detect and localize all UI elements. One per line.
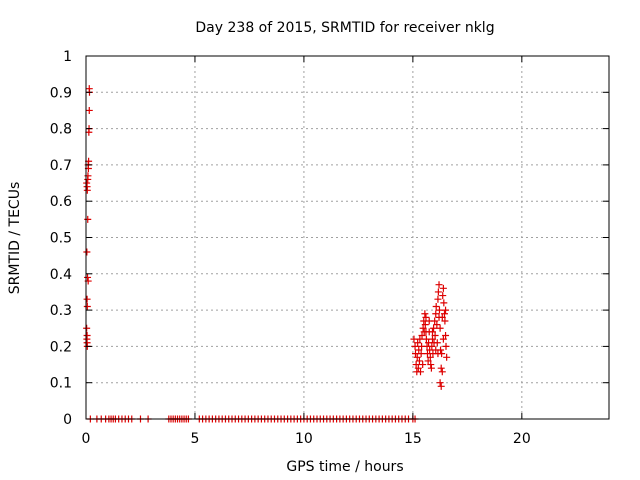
data-point [83, 324, 91, 332]
y-tick-label: 0.4 [50, 267, 72, 283]
chart-title: Day 238 of 2015, SRMTID for receiver nkl… [195, 20, 494, 36]
y-tick-label: 0.8 [50, 122, 72, 138]
y-tick-label: 0.5 [50, 231, 72, 247]
data-point [411, 342, 419, 350]
data-point [421, 310, 429, 318]
data-point [439, 335, 447, 343]
y-tick-label: 0.1 [50, 376, 72, 392]
y-tick-label: 0.6 [50, 194, 72, 210]
data-point [418, 332, 426, 340]
data-point [434, 350, 442, 358]
data-point [442, 332, 450, 340]
y-tick-label: 0.2 [50, 339, 72, 355]
data-point [433, 339, 441, 347]
y-axis-label: SRMTID / TECUs [7, 182, 23, 295]
data-point [415, 357, 423, 365]
data-point [433, 321, 441, 329]
data-point [428, 342, 436, 350]
data-point [443, 353, 451, 361]
data-point [438, 368, 446, 376]
data-point [85, 106, 93, 114]
data-point [442, 342, 450, 350]
data-point [426, 353, 434, 361]
data-point [426, 346, 434, 354]
data-point [428, 335, 436, 343]
data-point [417, 368, 425, 376]
y-tick-label: 1 [63, 49, 72, 65]
data-point [416, 335, 424, 343]
x-tick-label: 15 [404, 431, 422, 447]
data-point [424, 357, 432, 365]
data-point [414, 364, 422, 372]
data-point [427, 364, 435, 372]
data-point [437, 382, 445, 390]
data-point [413, 353, 421, 361]
data-point [435, 306, 443, 314]
x-tick-label: 0 [82, 431, 91, 447]
data-point [83, 332, 91, 340]
data-point [432, 302, 440, 310]
data-point [435, 313, 443, 321]
data-point [422, 335, 430, 343]
data-point [435, 281, 443, 289]
data-point [417, 350, 425, 358]
data-point [83, 295, 91, 303]
x-tick-label: 10 [295, 431, 313, 447]
data-point [431, 332, 439, 340]
data-points [83, 85, 451, 423]
data-point [421, 321, 429, 329]
data-point [430, 324, 438, 332]
data-point [440, 299, 448, 307]
data-point [436, 379, 444, 387]
data-point [442, 306, 450, 314]
data-point [83, 302, 91, 310]
data-point [425, 317, 433, 325]
data-point [441, 317, 449, 325]
y-tick-label: 0.3 [50, 303, 72, 319]
data-point [436, 324, 444, 332]
x-tick-label: 5 [190, 431, 199, 447]
x-tick-label: 20 [513, 431, 531, 447]
y-tick-label: 0.7 [50, 158, 72, 174]
data-point [439, 292, 447, 300]
data-point [85, 85, 93, 93]
data-point [432, 346, 440, 354]
data-point [422, 313, 430, 321]
data-point [434, 288, 442, 296]
data-point [410, 335, 418, 343]
data-point [84, 215, 92, 223]
data-point [427, 361, 435, 369]
data-point [84, 273, 92, 281]
data-point [412, 361, 420, 369]
y-tick-label: 0 [63, 412, 72, 428]
data-point [415, 346, 423, 354]
x-axis-label: GPS time / hours [286, 459, 403, 475]
data-point [83, 339, 91, 347]
data-point [419, 324, 427, 332]
data-point [422, 328, 430, 336]
data-point [414, 339, 422, 347]
grid [86, 56, 609, 419]
data-point [432, 310, 440, 318]
data-point [428, 328, 436, 336]
data-point [83, 186, 91, 194]
data-point [437, 364, 445, 372]
data-point [439, 284, 447, 292]
y-tick-label: 0.9 [50, 85, 72, 101]
axis-ticks: 00.10.20.30.40.50.60.70.80.910 5 10 15 20 [50, 49, 609, 447]
data-point [83, 248, 91, 256]
data-point [434, 295, 442, 303]
data-point [419, 361, 427, 369]
data-point [440, 310, 448, 318]
